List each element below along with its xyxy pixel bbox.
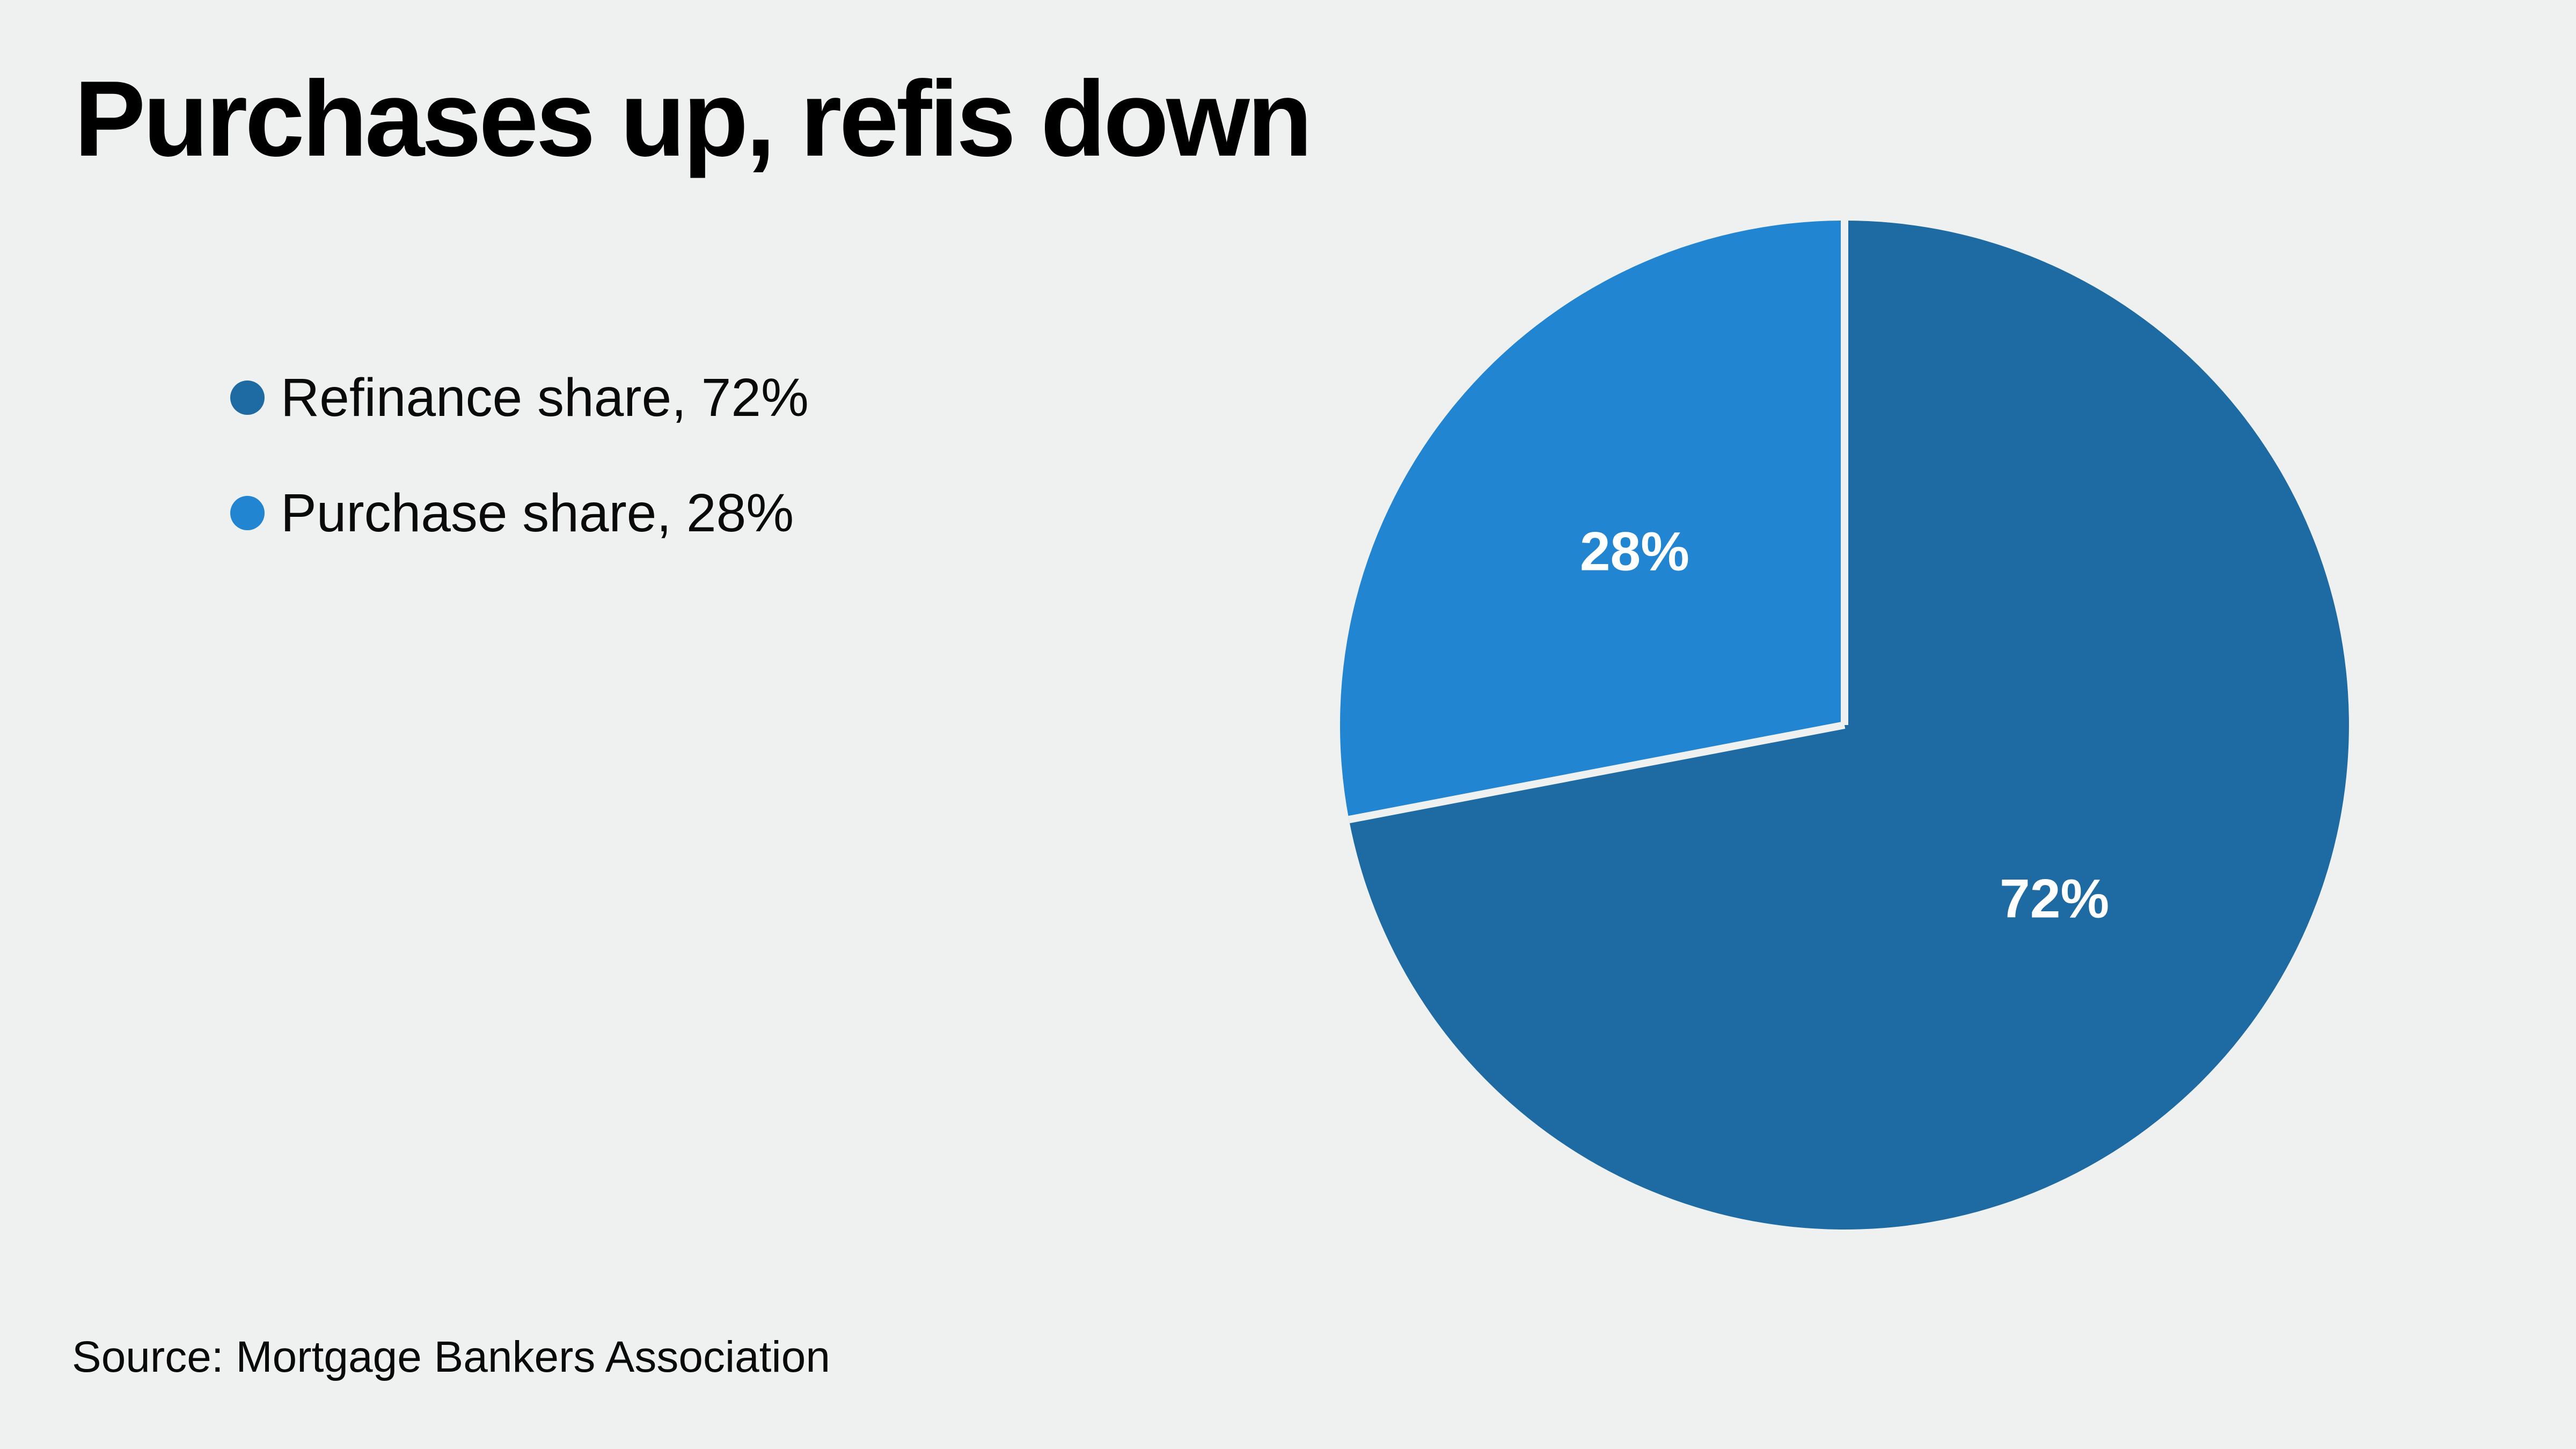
legend-bullet-icon	[230, 496, 265, 530]
legend: Refinance share, 72% Purchase share, 28%	[230, 371, 809, 540]
pie-slice-refinance-share	[1349, 221, 2349, 1230]
chart-title: Purchases up, refis down	[74, 59, 1313, 179]
legend-item-purchase: Purchase share, 28%	[230, 486, 809, 540]
pie-data-label-28: 28%	[1580, 521, 1689, 582]
pie-data-label-72: 72%	[2000, 868, 2109, 930]
legend-label: Refinance share, 72%	[281, 368, 809, 428]
legend-label: Purchase share, 28%	[281, 483, 794, 543]
pie-slice-purchase-share	[1340, 220, 1845, 820]
source-text: Source: Mortgage Bankers Association	[72, 1333, 830, 1381]
pie-slice-divider	[1348, 721, 1846, 823]
legend-item-refinance: Refinance share, 72%	[230, 371, 809, 425]
legend-bullet-icon	[230, 380, 265, 415]
